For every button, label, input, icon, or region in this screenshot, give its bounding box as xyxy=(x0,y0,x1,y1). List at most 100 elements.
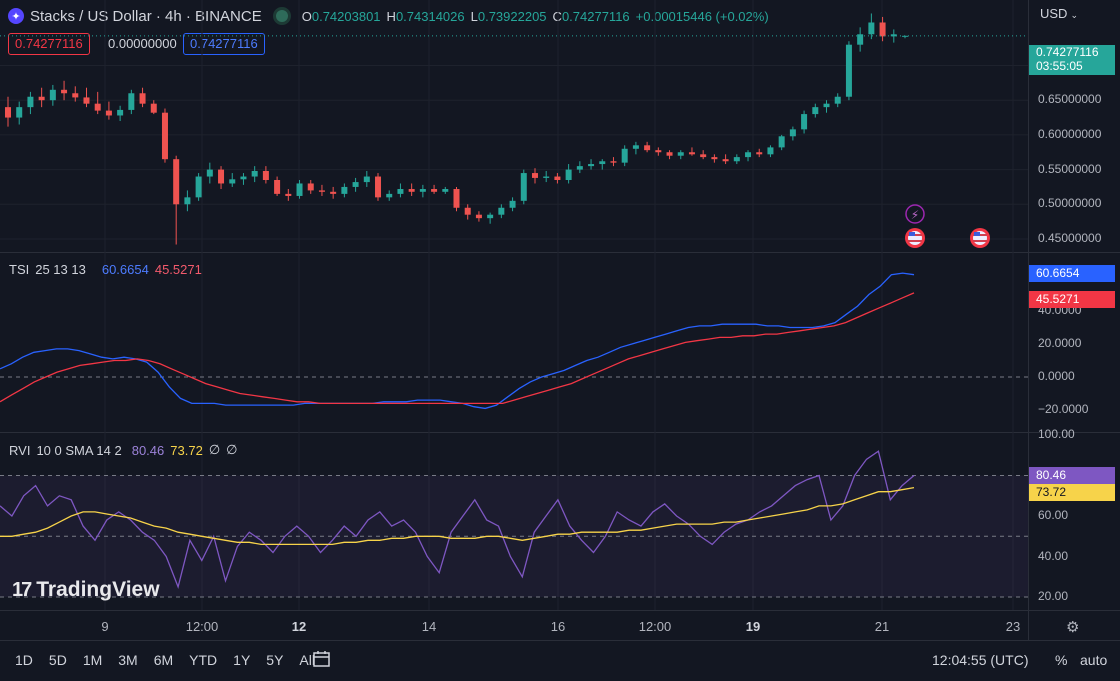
range-button-3m[interactable]: 3M xyxy=(118,652,138,668)
candle-body xyxy=(61,89,68,94)
candle-body xyxy=(262,170,269,180)
buy-price-box[interactable]: 0.74277116 xyxy=(183,33,265,55)
candle-body xyxy=(565,169,572,180)
sell-price-box[interactable]: 0.74277116 xyxy=(8,33,90,55)
tsi-value-tag: 60.6654 xyxy=(1029,265,1115,282)
time-tick-label: 14 xyxy=(421,619,437,634)
candle-body xyxy=(139,93,146,104)
tradingview-watermark[interactable]: 17 TradingView xyxy=(12,578,160,602)
time-tick-label: 21 xyxy=(874,619,890,634)
range-button-all[interactable]: All xyxy=(299,652,315,668)
tsi-tick-label: 20.0000 xyxy=(1038,336,1082,350)
ohlc-h-label: H xyxy=(386,8,396,24)
calendar-range-icon[interactable] xyxy=(312,650,332,668)
candle-body xyxy=(274,180,281,194)
time-tick-label: 9 xyxy=(101,619,109,634)
candle-body xyxy=(173,159,180,205)
candle-body xyxy=(666,152,673,156)
candle-body xyxy=(834,96,841,104)
clock-time[interactable]: 12:04:55 (UTC) xyxy=(932,652,1029,668)
candle-body xyxy=(554,176,561,180)
tsi-signal-line xyxy=(0,292,915,405)
candlestick-series xyxy=(0,13,1028,245)
rvi-value-tag: 80.46 xyxy=(1029,467,1115,484)
tsi-name: TSI xyxy=(9,262,30,277)
ohlc-l-label: L xyxy=(470,8,478,24)
candle-body xyxy=(812,107,819,115)
candle-body xyxy=(576,166,583,170)
symbol-title[interactable]: Stacks / US Dollar · 4h · BINANCE xyxy=(30,7,262,25)
ohlc-o-label: O xyxy=(301,8,312,24)
candle-body xyxy=(868,22,875,35)
rvi-plot xyxy=(0,450,1028,598)
candle-body xyxy=(128,93,135,110)
candle-body xyxy=(745,152,752,158)
range-button-ytd[interactable]: YTD xyxy=(189,652,218,668)
rvi-value: 80.46 xyxy=(131,442,165,458)
range-button-5d[interactable]: 5D xyxy=(48,652,67,668)
range-button-1m[interactable]: 1M xyxy=(82,652,103,668)
rvi-params: 10 0 SMA 14 2 xyxy=(36,442,122,458)
candle-body xyxy=(341,186,348,194)
time-tick-label: 12 xyxy=(291,619,307,634)
candle-body xyxy=(543,176,550,178)
chart-header: ✦ Stacks / US Dollar · 4h · BINANCE O 0.7… xyxy=(8,6,769,26)
range-button-1y[interactable]: 1Y xyxy=(233,652,251,668)
candle-body xyxy=(352,182,359,187)
last-price-value: 0.74277116 xyxy=(1036,45,1099,59)
range-button-5y[interactable]: 5Y xyxy=(266,652,284,668)
candle-body xyxy=(318,190,325,192)
range-button-6m[interactable]: 6M xyxy=(153,652,174,668)
tsi-legend[interactable]: TSI 25 13 13 60.6654 45.5271 xyxy=(9,262,202,277)
candle-body xyxy=(756,152,763,155)
ohlc-high: 0.74314026 xyxy=(395,8,465,24)
grid-lines xyxy=(0,0,1120,641)
candle-body xyxy=(767,147,774,155)
currency-selector[interactable]: USD ⌄ xyxy=(1040,6,1078,21)
range-button-1d[interactable]: 1D xyxy=(15,652,33,668)
auto-scale-toggle[interactable]: auto xyxy=(1080,652,1108,668)
candle-body xyxy=(845,44,852,97)
tsi-tick-label: −20.0000 xyxy=(1038,402,1089,416)
candle-body xyxy=(117,109,124,116)
candle-body xyxy=(778,136,785,148)
market-status-icon[interactable] xyxy=(275,10,288,22)
candle-body xyxy=(49,89,56,101)
rvi-signal-tag: 73.72 xyxy=(1029,484,1115,501)
rvi-tick-label: 20.00 xyxy=(1038,589,1069,603)
candle-body xyxy=(520,173,527,201)
candle-body xyxy=(240,176,247,180)
tsi-value: 60.6654 xyxy=(101,262,149,277)
candle-body xyxy=(677,152,684,156)
candle-body xyxy=(487,214,494,219)
percent-toggle[interactable]: % xyxy=(1055,652,1068,668)
rvi-legend[interactable]: RVI 10 0 SMA 14 2 80.46 73.72 ∅ ∅ xyxy=(9,442,237,458)
settings-gear-icon[interactable]: ⚙ xyxy=(1066,619,1080,636)
tsi-tick-label: 0.0000 xyxy=(1038,369,1075,383)
candle-body xyxy=(251,170,258,177)
event-markers[interactable]: ⚡ xyxy=(905,204,990,248)
rvi-name: RVI xyxy=(9,442,31,458)
time-tick-label: 12:00 xyxy=(185,619,219,634)
candle-body xyxy=(644,145,651,151)
candle-body xyxy=(330,191,337,194)
candle-body xyxy=(83,97,90,104)
candle-body xyxy=(386,193,393,198)
candle-body xyxy=(195,176,202,198)
candle-body xyxy=(38,96,45,101)
candle-body xyxy=(229,179,236,184)
last-price-tag: 0.74277116 03:55:05 xyxy=(1029,45,1115,75)
candle-body xyxy=(363,176,370,183)
price-tick-label: 0.60000000 xyxy=(1038,126,1102,141)
candle-body xyxy=(150,103,157,113)
candle-body xyxy=(711,157,718,160)
price-tick-label: 0.45000000 xyxy=(1038,230,1102,245)
time-tick-label: 23 xyxy=(1005,619,1021,634)
candle-body xyxy=(296,183,303,196)
candle-body xyxy=(879,22,886,37)
price-tick-label: 0.65000000 xyxy=(1038,92,1102,107)
candle-body xyxy=(621,148,628,163)
ohlc-c-label: C xyxy=(552,8,562,24)
candle-body xyxy=(375,176,382,198)
